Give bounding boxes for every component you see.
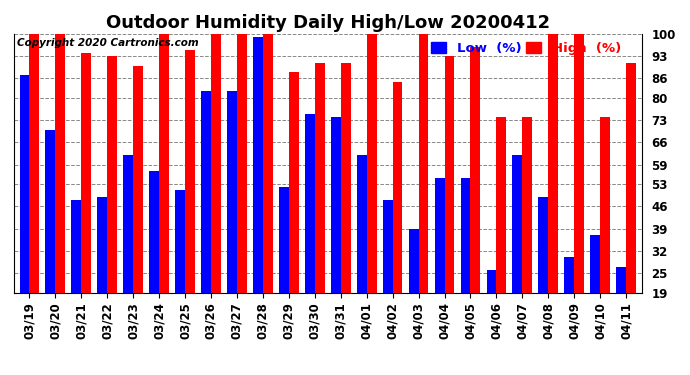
Bar [227,91,237,292]
Title: Outdoor Humidity Daily High/Low 20200412: Outdoor Humidity Daily High/Low 20200412 [106,14,550,32]
Bar [341,63,351,292]
Bar [616,267,626,292]
Text: Copyright 2020 Cartronics.com: Copyright 2020 Cartronics.com [17,38,199,48]
Bar [366,34,377,292]
Bar [496,117,506,292]
Bar [185,50,195,292]
Bar [133,66,143,292]
Bar [393,82,402,292]
Bar [211,34,221,292]
Bar [19,75,30,292]
Bar [289,72,299,292]
Bar [55,34,65,292]
Bar [357,155,366,292]
Bar [175,190,185,292]
Bar [574,34,584,292]
Bar [461,177,471,292]
Bar [435,177,444,292]
Bar [263,34,273,292]
Bar [46,130,55,292]
Bar [159,34,169,292]
Bar [81,53,91,292]
Bar [600,117,610,292]
Bar [383,200,393,292]
Bar [149,171,159,292]
Bar [486,270,496,292]
Bar [253,37,263,292]
Bar [591,235,600,292]
Bar [471,46,480,292]
Bar [626,63,636,292]
Bar [97,196,107,292]
Bar [549,34,558,292]
Bar [419,34,428,292]
Bar [522,117,532,292]
Bar [315,63,324,292]
Bar [564,257,574,292]
Bar [331,117,341,292]
Bar [30,34,39,292]
Bar [444,56,455,292]
Bar [279,187,289,292]
Bar [305,114,315,292]
Legend: Low  (%), High  (%): Low (%), High (%) [429,40,622,56]
Bar [71,200,81,292]
Bar [237,34,247,292]
Bar [201,91,211,292]
Bar [538,196,549,292]
Bar [107,56,117,292]
Bar [513,155,522,292]
Bar [124,155,133,292]
Bar [408,229,419,292]
